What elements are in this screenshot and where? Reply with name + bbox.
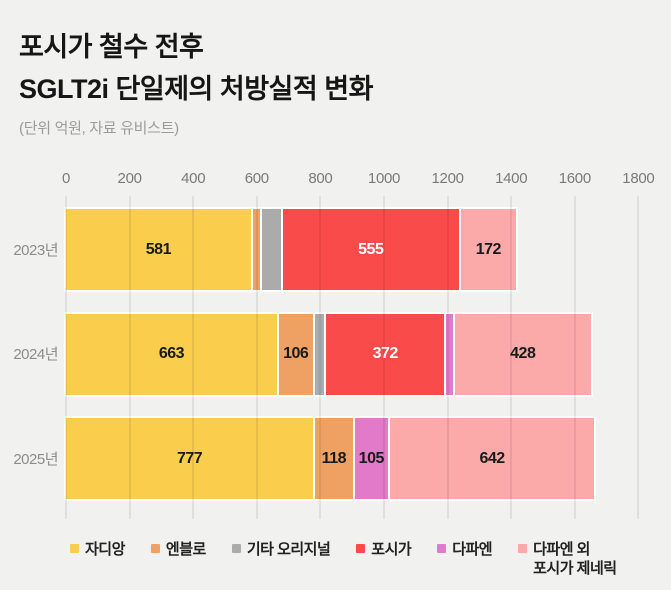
legend-item: 엔블로 — [150, 540, 206, 559]
bar-segment-다파엔 외 포시가 제네릭: 642 — [387, 418, 595, 499]
bar-segment-엔블로: 106 — [276, 313, 313, 395]
x-axis-tick-label: 1200 — [431, 170, 464, 187]
chart-legend: 자디앙 엔블로 기타 오리지널 포시가 다파엔 다파엔 외 포시가 제네릭 — [70, 540, 617, 578]
bar-segment-기타 오리지널 — [260, 209, 281, 290]
bar-segment-포시가: 372 — [324, 313, 445, 395]
bar-segment-자디앙: 777 — [66, 418, 314, 499]
bar-segment-다파엔 외 포시가 제네릭: 428 — [452, 313, 591, 395]
legend-label: 다파엔 외 포시가 제네릭 — [533, 541, 617, 577]
legend-swatch-icon — [518, 544, 528, 553]
legend-item: 포시가 — [356, 540, 412, 559]
legend-item: 기타 오리지널 — [231, 540, 331, 559]
bar-segment-기타 오리지널 — [312, 313, 325, 395]
legend-label: 자디앙 — [85, 541, 125, 558]
y-axis-category-label: 2024년 — [13, 346, 58, 363]
legend-swatch-icon — [437, 544, 447, 553]
bar-2025년: 777 118 105 642 — [64, 416, 597, 501]
bar-segment-포시가: 555 — [280, 209, 459, 290]
legend-swatch-icon — [231, 544, 241, 553]
x-axis-tick-label: 800 — [308, 170, 333, 187]
x-axis-tick-label: 600 — [244, 170, 269, 187]
x-axis-tick-label: 400 — [181, 170, 206, 187]
bar-2023년: 581 555 172 — [64, 207, 518, 292]
legend-item: 다파엔 외 포시가 제네릭 — [518, 540, 617, 578]
x-axis-tick-label: 1000 — [367, 170, 401, 187]
bar-segment-다파엔: 105 — [352, 418, 388, 499]
y-axis-category-label: 2023년 — [13, 241, 58, 259]
legend-swatch-icon — [150, 544, 160, 553]
x-axis-tick-label: 1400 — [495, 170, 528, 187]
bar-segment-자디앙: 581 — [66, 209, 251, 290]
x-axis-tick-label: 200 — [117, 170, 142, 187]
chart-title-line2: SGLT2i 단일제의 처방실적 변화 — [19, 74, 373, 104]
bar-segment-엔블로: 118 — [313, 418, 353, 499]
legend-label: 엔블로 — [165, 541, 206, 558]
bar-segment-다파엔 — [444, 313, 453, 395]
chart-title-line1: 포시가 철수 전후 — [19, 32, 204, 62]
x-axis-tick-label: 1800 — [622, 170, 655, 187]
legend-item: 다파엔 — [437, 540, 493, 559]
chart-subtitle: (단위 억원, 자료 유비스트) — [19, 120, 179, 137]
y-axis-category-label: 2025년 — [13, 450, 58, 468]
legend-swatch-icon — [70, 544, 79, 553]
bar-2024년: 663 106 372 428 — [64, 311, 593, 397]
legend-label: 기타 오리지널 — [246, 541, 331, 558]
x-axis-tick-label: 1600 — [558, 170, 591, 187]
chart-header: 포시가 철수 전후 SGLT2i 단일제의 처방실적 변화 (단위 억원, 자료… — [19, 26, 373, 138]
bar-segment-자디앙: 663 — [66, 313, 277, 395]
legend-item: 자디앙 — [70, 540, 125, 559]
legend-label: 다파엔 — [452, 541, 493, 558]
x-axis-tick-label: 0 — [61, 170, 71, 187]
legend-label: 포시가 — [371, 541, 412, 558]
bar-segment-다파엔 외 포시가 제네릭: 172 — [458, 209, 516, 290]
gridline — [637, 196, 640, 519]
legend-swatch-icon — [356, 544, 366, 553]
bar-segment-엔블로 — [250, 209, 261, 290]
